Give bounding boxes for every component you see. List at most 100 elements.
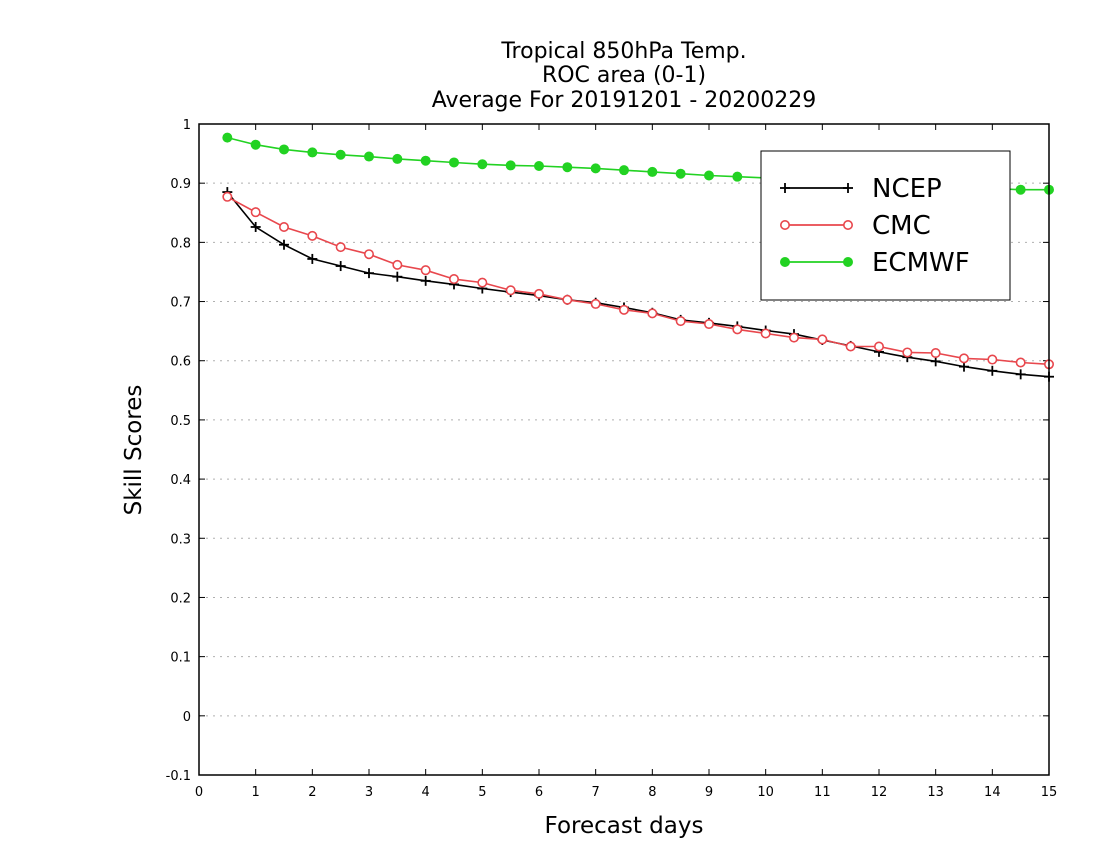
data-point-cmc bbox=[590, 298, 601, 309]
x-tick-label: 0 bbox=[195, 785, 203, 800]
data-point-cmc bbox=[732, 324, 743, 335]
y-axis-ticks: -0.1 0 0.1 0.2 0.3 0.4 0.5 0.6 0.7 0.8 0.9 1 bbox=[166, 118, 1049, 784]
x-axis-ticks: 0 1 2 3 4 5 6 7 8 9 10 11 12 13 14 15 bbox=[195, 124, 1057, 800]
x-tick-label: 12 bbox=[871, 785, 888, 800]
y-tick-label: 0.2 bbox=[170, 591, 191, 606]
data-point-cmc bbox=[562, 294, 573, 305]
data-point-cmc bbox=[505, 285, 516, 296]
legend-item-ecmwf: ECMWF bbox=[780, 248, 970, 278]
y-tick-label: 0.7 bbox=[170, 296, 191, 311]
y-tick-label: 0.9 bbox=[170, 177, 191, 192]
x-tick-label: 5 bbox=[478, 785, 486, 800]
data-point-cmc bbox=[477, 277, 488, 288]
data-point-ecmwf bbox=[704, 170, 714, 181]
data-point-ecmwf bbox=[307, 147, 318, 158]
x-tick-label: 9 bbox=[705, 785, 713, 800]
x-tick-label: 2 bbox=[308, 785, 316, 800]
x-tick-label: 4 bbox=[422, 785, 430, 800]
x-tick-label: 6 bbox=[535, 785, 543, 800]
legend-marker-ecmwf bbox=[780, 257, 790, 267]
plot-frame bbox=[198, 123, 1050, 776]
data-point-ecmwf bbox=[534, 161, 544, 172]
y-tick-label: 0 bbox=[183, 710, 191, 725]
x-tick-label: 15 bbox=[1041, 785, 1058, 800]
data-point-ncep bbox=[420, 275, 431, 286]
legend-label-cmc: CMC bbox=[872, 211, 931, 241]
x-tick-label: 7 bbox=[592, 785, 600, 800]
data-point-cmc bbox=[788, 332, 799, 343]
data-point-cmc bbox=[675, 316, 686, 327]
data-point-ncep bbox=[1015, 369, 1026, 380]
data-point-ecmwf bbox=[1015, 184, 1026, 195]
data-point-cmc bbox=[420, 265, 431, 276]
data-point-ecmwf bbox=[222, 132, 233, 143]
y-tick-label: 0.8 bbox=[170, 236, 191, 251]
data-point-ecmwf bbox=[335, 149, 346, 160]
data-point-ncep bbox=[335, 261, 346, 272]
chart-title-line-3: Average For 20191201 - 20200229 bbox=[432, 88, 817, 113]
data-point-cmc bbox=[930, 348, 941, 359]
x-tick-label: 14 bbox=[984, 785, 1001, 800]
data-point-ecmwf bbox=[505, 160, 516, 171]
data-point-ecmwf bbox=[250, 139, 261, 150]
series-cmc bbox=[222, 191, 1055, 370]
data-point-cmc bbox=[363, 249, 374, 260]
data-point-ecmwf bbox=[449, 157, 459, 168]
data-point-cmc bbox=[647, 308, 658, 319]
data-point-cmc bbox=[760, 328, 771, 339]
y-tick-label: 0.1 bbox=[170, 651, 191, 666]
data-point-ecmwf bbox=[732, 171, 743, 182]
data-point-cmc bbox=[817, 334, 828, 345]
legend-label-ecmwf: ECMWF bbox=[872, 248, 970, 278]
data-point-ecmwf bbox=[647, 166, 658, 177]
data-point-ncep bbox=[307, 253, 318, 264]
data-point-ecmwf bbox=[562, 162, 573, 173]
legend-marker-ncep bbox=[843, 183, 853, 193]
data-point-cmc bbox=[307, 230, 318, 241]
legend-marker-ecmwf bbox=[843, 257, 853, 267]
data-point-ncep bbox=[392, 271, 403, 282]
y-tick-label: 0.4 bbox=[170, 473, 191, 488]
x-tick-label: 8 bbox=[648, 785, 656, 800]
y-tick-label: 0.6 bbox=[170, 355, 191, 370]
data-point-cmc bbox=[703, 319, 714, 330]
legend-marker-ncep bbox=[780, 183, 790, 193]
data-point-ncep bbox=[364, 268, 374, 279]
data-point-cmc bbox=[250, 207, 261, 218]
y-tick-label: 1 bbox=[183, 118, 191, 133]
data-point-cmc bbox=[448, 274, 459, 285]
y-tick-label: 0.5 bbox=[170, 414, 191, 429]
data-point-cmc bbox=[1015, 357, 1026, 368]
data-point-ecmwf bbox=[477, 159, 488, 170]
x-tick-label: 3 bbox=[365, 785, 373, 800]
y-axis-label: Skill Scores bbox=[121, 385, 147, 516]
data-point-cmc bbox=[987, 354, 998, 365]
legend-marker-cmc bbox=[779, 220, 790, 231]
data-point-ecmwf bbox=[619, 165, 629, 176]
data-point-cmc bbox=[958, 353, 969, 364]
data-point-cmc bbox=[533, 288, 544, 299]
legend-label-ncep: NCEP bbox=[872, 174, 942, 204]
x-tick-label: 11 bbox=[814, 785, 831, 800]
data-point-cmc bbox=[335, 242, 346, 253]
legend-marker-cmc bbox=[842, 220, 853, 231]
data-point-cmc bbox=[873, 341, 884, 352]
data-point-ecmwf bbox=[590, 163, 601, 174]
chart-title-line-2: ROC area (0-1) bbox=[542, 63, 706, 88]
data-point-ncep bbox=[987, 365, 998, 376]
y-tick-label: -0.1 bbox=[166, 769, 191, 784]
data-point-ecmwf bbox=[364, 151, 374, 162]
legend-item-ncep: NCEP bbox=[780, 174, 942, 204]
legend: NCEP CMC ECMWF bbox=[760, 150, 1011, 301]
legend-item-cmc: CMC bbox=[779, 211, 931, 241]
x-tick-label: 1 bbox=[252, 785, 260, 800]
data-point-ecmwf bbox=[279, 144, 289, 155]
data-point-ncep bbox=[279, 239, 289, 250]
data-point-cmc bbox=[222, 191, 233, 202]
data-point-cmc bbox=[845, 341, 856, 352]
x-tick-label: 10 bbox=[757, 785, 774, 800]
data-point-cmc bbox=[618, 304, 629, 315]
data-point-cmc bbox=[392, 259, 403, 270]
y-tick-label: 0.3 bbox=[170, 532, 191, 547]
